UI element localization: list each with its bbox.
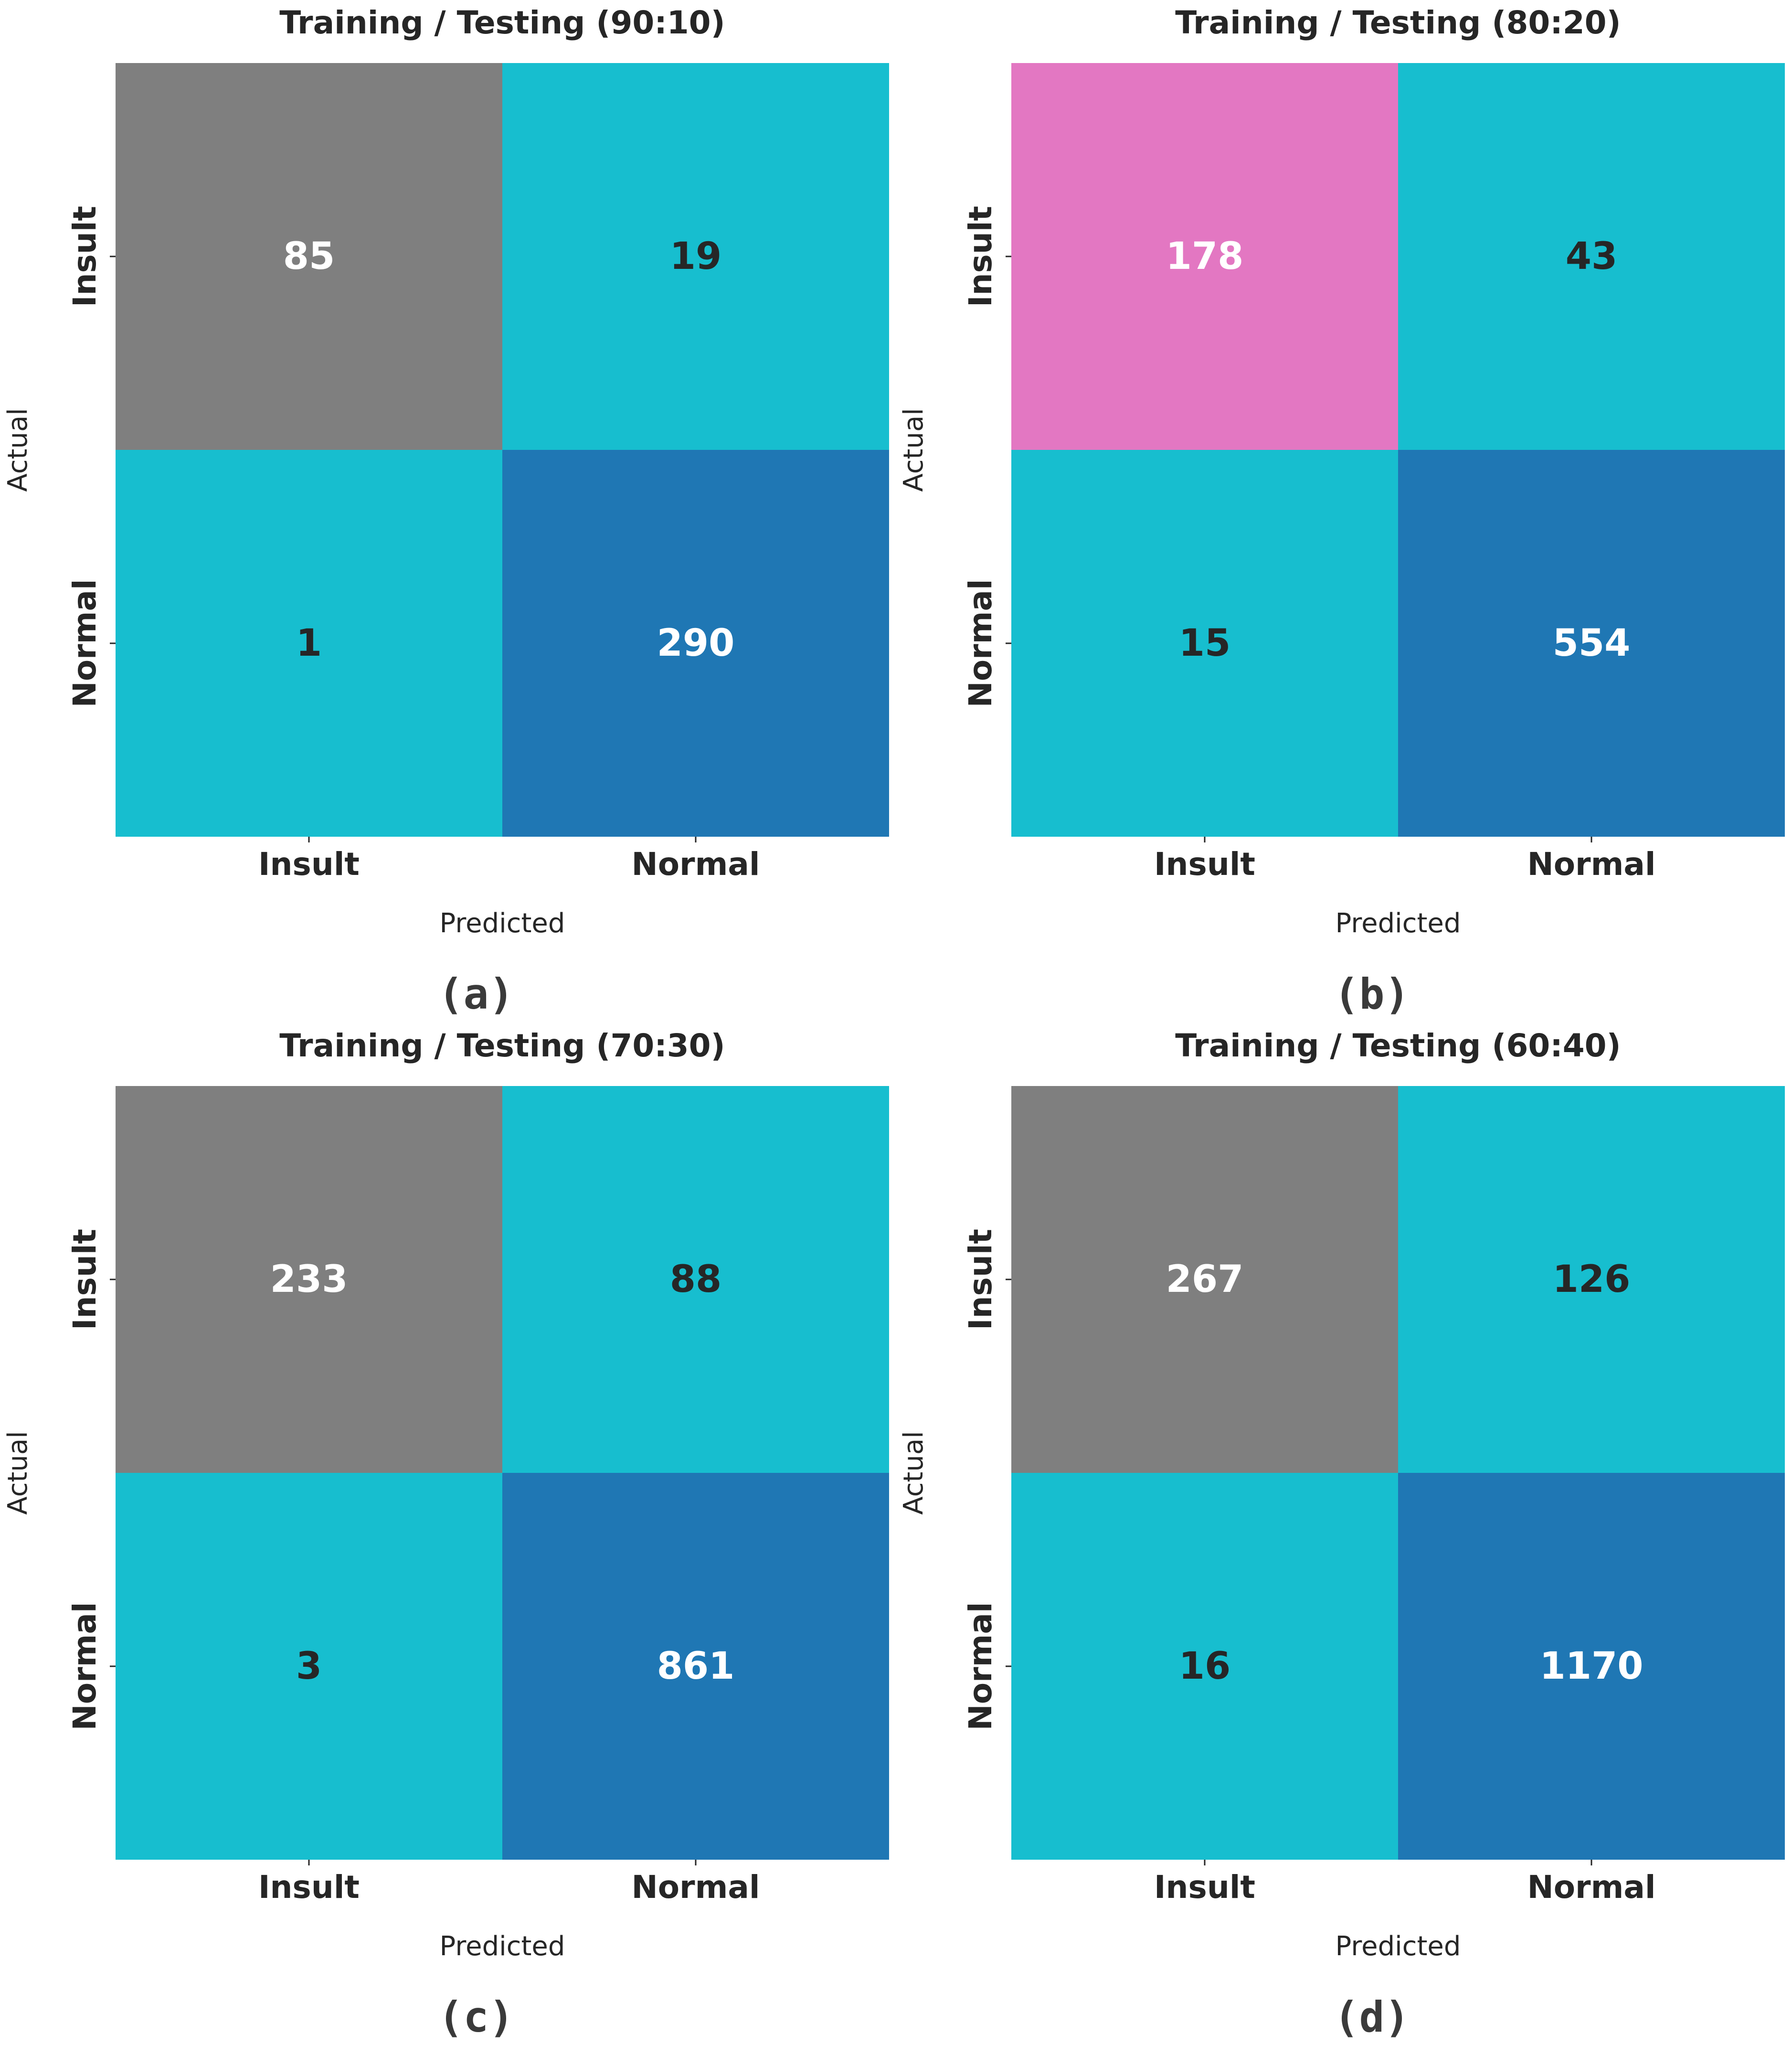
- y-tick-label: Normal: [66, 1602, 103, 1730]
- y-tick-label: Insult: [66, 1229, 103, 1330]
- x-tick-label: Insult: [1154, 846, 1255, 883]
- x-tick-label: Insult: [1154, 1869, 1255, 1906]
- cell-value-label: 43: [1566, 235, 1618, 278]
- heatmap-cell: [1011, 1086, 1398, 1473]
- x-tick-label: Normal: [631, 846, 760, 883]
- y-axis-label: Actual: [898, 1431, 929, 1514]
- cell-value-label: 16: [1179, 1645, 1231, 1688]
- x-tick-label: Normal: [631, 1869, 760, 1906]
- heatmap-cell: [1011, 1473, 1398, 1860]
- heatmap-cell: [502, 450, 889, 837]
- heatmap-cell: [502, 1086, 889, 1473]
- cell-value-label: 15: [1179, 622, 1231, 665]
- heatmap-cell: [1011, 450, 1398, 837]
- x-tick-label: Insult: [258, 1869, 360, 1906]
- cell-value-label: 554: [1553, 622, 1631, 665]
- panel-title: Training / Testing (80:20): [1175, 4, 1621, 41]
- heatmap-cell: [116, 450, 502, 837]
- heatmap-cell: [116, 1086, 502, 1473]
- cell-value-label: 178: [1166, 235, 1244, 278]
- cell-value-label: 88: [670, 1258, 722, 1301]
- cell-value-label: 126: [1553, 1258, 1631, 1301]
- panel-caption: (a): [438, 969, 514, 1019]
- panel-caption: (c): [438, 1992, 514, 2042]
- heatmap-cell: [116, 63, 502, 450]
- cell-value-label: 290: [657, 622, 735, 665]
- y-tick-label: Insult: [962, 1229, 999, 1330]
- cell-value-label: 3: [296, 1645, 322, 1688]
- panel-title: Training / Testing (60:40): [1175, 1027, 1621, 1064]
- confusion-matrix-panel: Training / Testing (70:30) 233 88 3 861 Insul…: [2, 1027, 889, 2042]
- x-axis-label: Predicted: [440, 908, 565, 939]
- panel-caption: (d): [1334, 1992, 1410, 2042]
- heatmap-cell: [1398, 63, 1785, 450]
- y-tick-label: Normal: [66, 579, 103, 707]
- panel-title: Training / Testing (90:10): [279, 4, 725, 41]
- y-tick-label: Normal: [962, 579, 999, 707]
- x-tick-label: Normal: [1527, 1869, 1655, 1906]
- heatmap-cell: [1011, 63, 1398, 450]
- y-tick-label: Insult: [66, 206, 103, 307]
- heatmap-cell: [1398, 1086, 1785, 1473]
- x-axis-label: Predicted: [1336, 908, 1461, 939]
- cell-value-label: 1: [296, 622, 322, 665]
- y-axis-label: Actual: [2, 1431, 33, 1514]
- heatmap-cell: [1398, 450, 1785, 837]
- heatmap-cell: [502, 63, 889, 450]
- heatmap-cell: [116, 1473, 502, 1860]
- cell-value-label: 19: [670, 235, 722, 278]
- cell-value-label: 85: [283, 235, 335, 278]
- cell-value-label: 267: [1166, 1258, 1244, 1301]
- cell-value-label: 861: [657, 1645, 735, 1688]
- heatmap-cell: [1398, 1473, 1785, 1860]
- y-tick-label: Insult: [962, 206, 999, 307]
- confusion-matrix-panel: Training / Testing (60:40) 267 126 16 1170 In…: [898, 1027, 1785, 2042]
- x-axis-label: Predicted: [440, 1931, 565, 1962]
- y-tick-label: Normal: [962, 1602, 999, 1730]
- heatmap-cell: [502, 1473, 889, 1860]
- x-tick-label: Insult: [258, 846, 360, 883]
- cell-value-label: 1170: [1539, 1645, 1643, 1688]
- confusion-matrix-panel: Training / Testing (90:10) 85 19 1 290 Insult…: [2, 4, 889, 1019]
- panel-title: Training / Testing (70:30): [279, 1027, 725, 1064]
- cell-value-label: 233: [270, 1258, 348, 1301]
- y-axis-label: Actual: [898, 408, 929, 491]
- y-axis-label: Actual: [2, 408, 33, 491]
- x-tick-label: Normal: [1527, 846, 1655, 883]
- panel-caption: (b): [1334, 969, 1410, 1019]
- confusion-matrix-panel: Training / Testing (80:20) 178 43 15 554 Insu…: [898, 4, 1785, 1019]
- x-axis-label: Predicted: [1336, 1931, 1461, 1962]
